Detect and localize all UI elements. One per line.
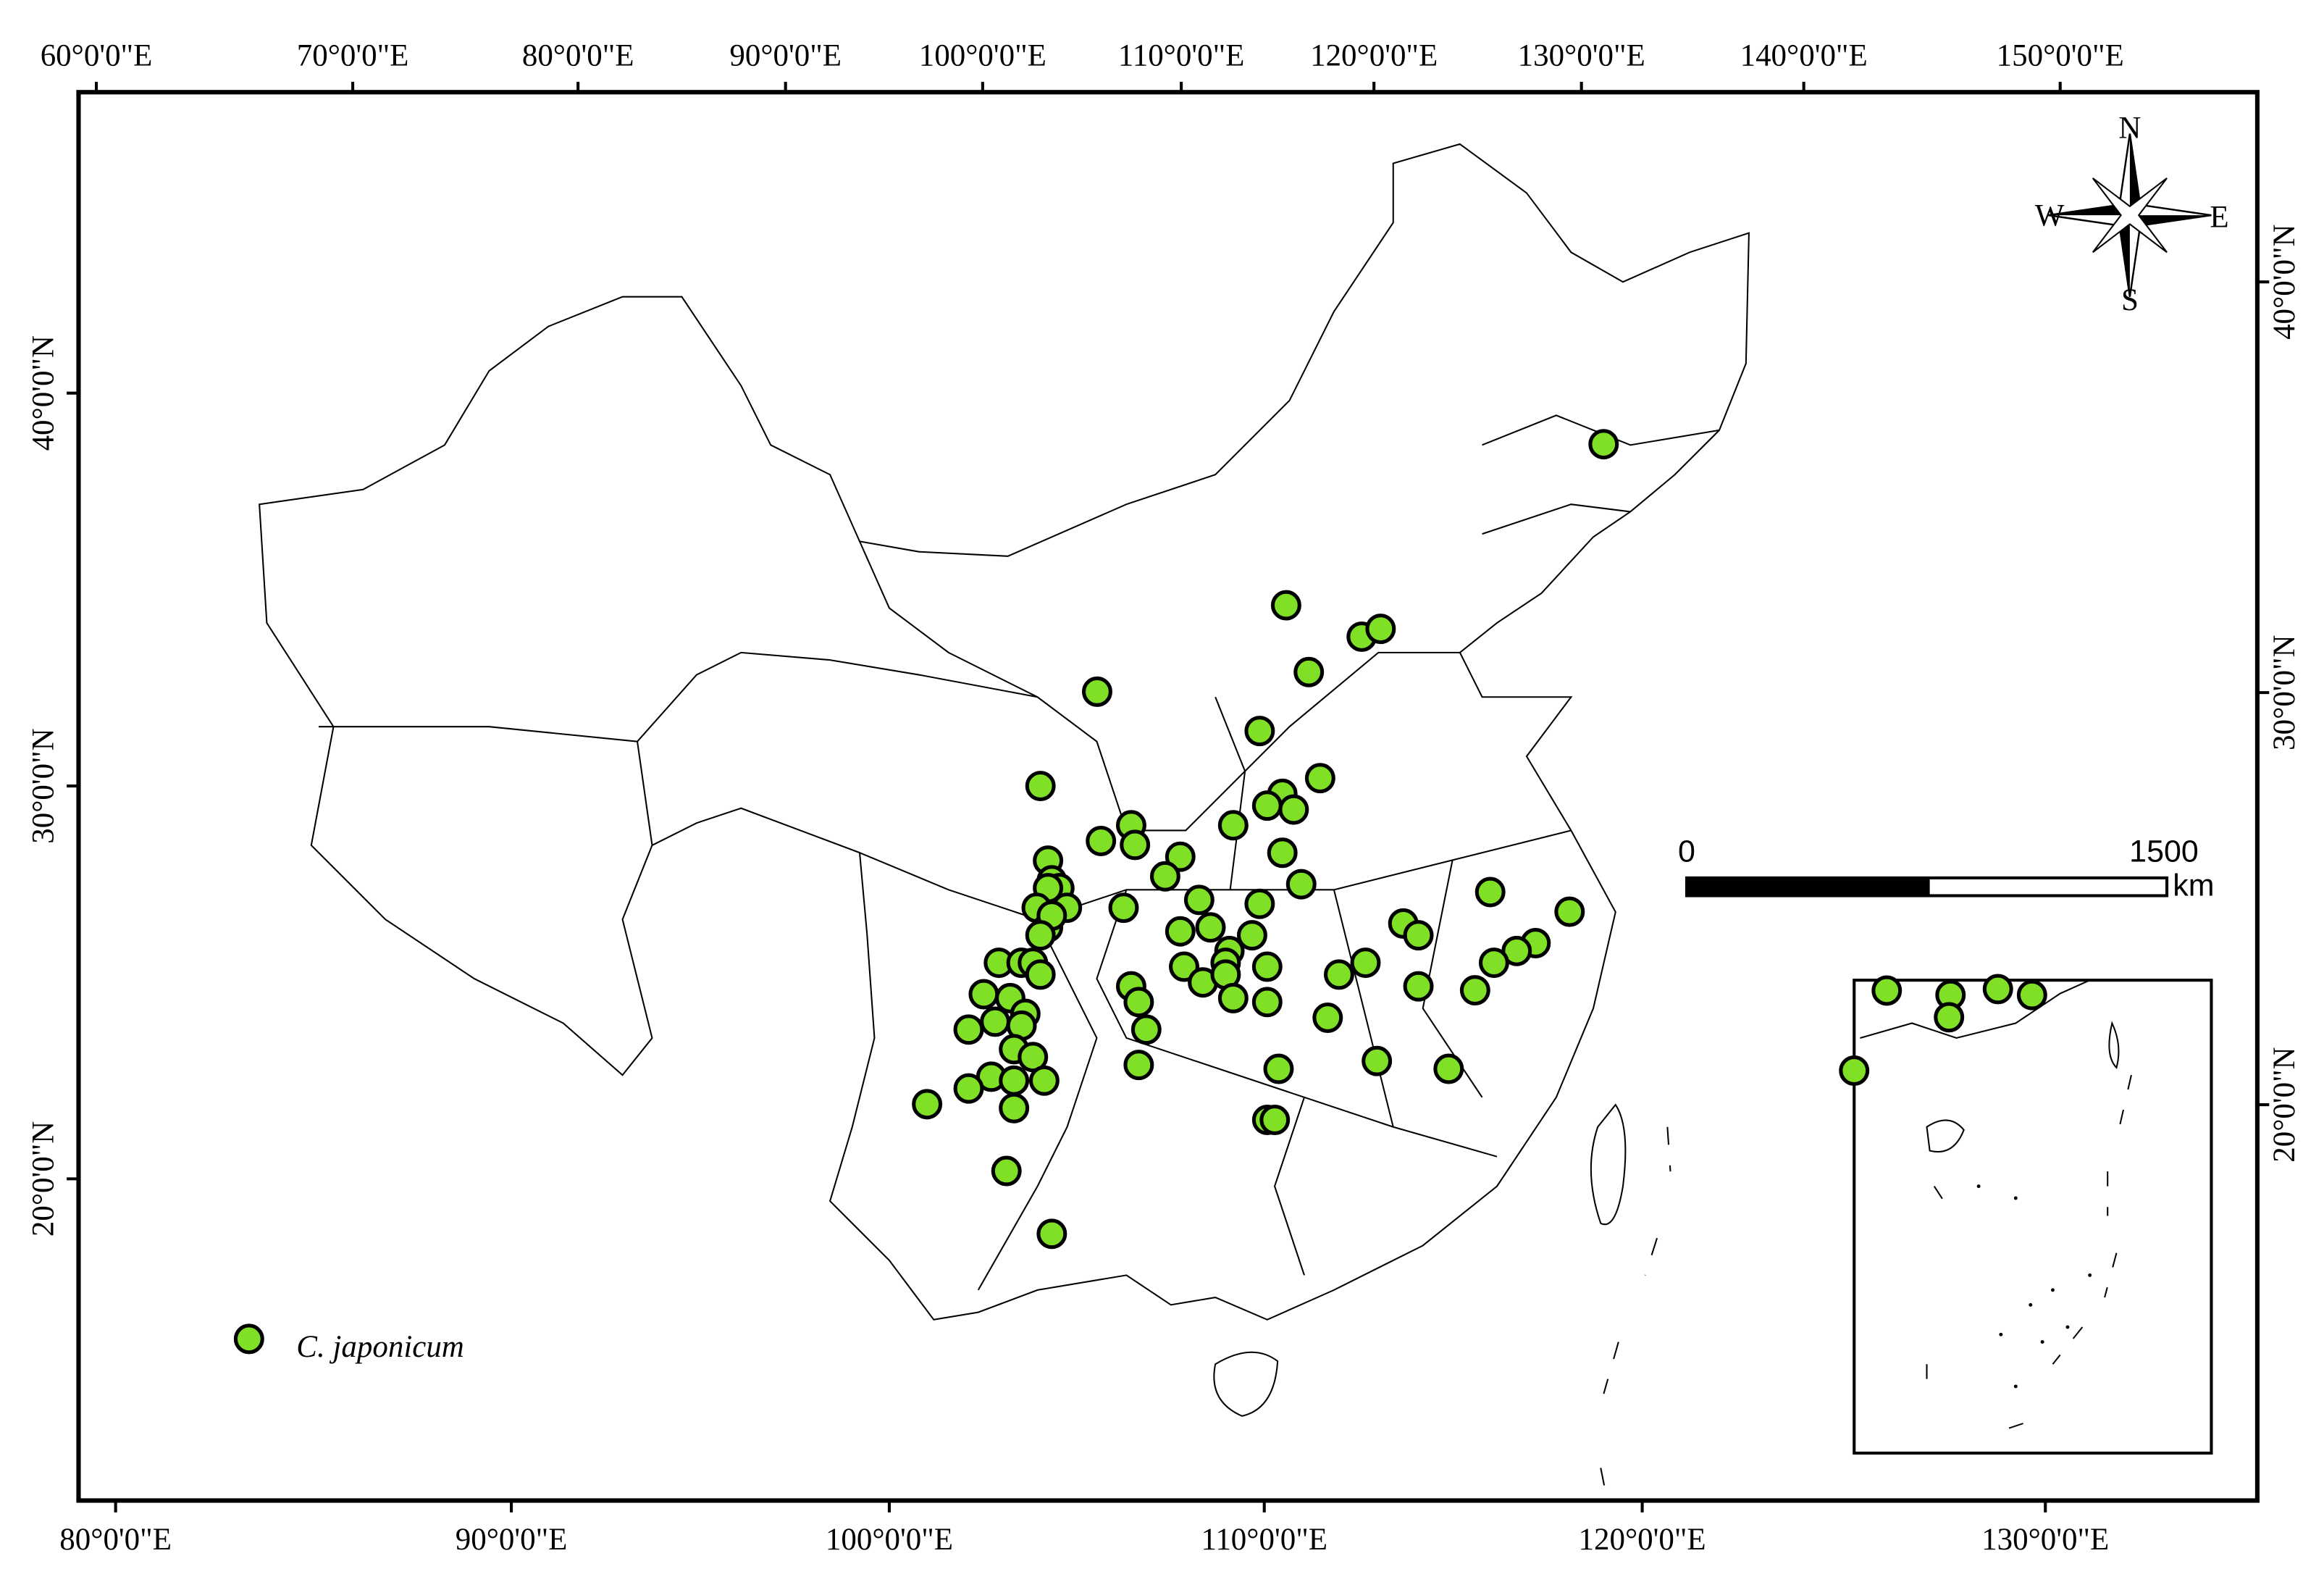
- right-tick-label: 40°0'0"N: [2268, 224, 2302, 339]
- top-tick-label: 110°0'0"E: [1118, 38, 1245, 72]
- occurrence-point: [1267, 837, 1298, 869]
- top-tick-label: 150°0'0"E: [1997, 38, 2124, 72]
- scale-unit: km: [2173, 868, 2214, 903]
- occurrence-point: [1195, 912, 1226, 943]
- occurrence-point: [1025, 959, 1056, 990]
- scale-end: 1500: [2129, 834, 2199, 869]
- occurrence-point: [1588, 429, 1619, 460]
- compass-s: S: [2121, 283, 2139, 317]
- occurrence-point: [1259, 1105, 1291, 1136]
- occurrence-point: [1183, 884, 1215, 916]
- inset: [1839, 974, 2213, 1455]
- occurrence-point: [1270, 590, 1301, 621]
- top-tick-label: 140°0'0"E: [1740, 38, 1868, 72]
- occurrence-point: [1120, 829, 1151, 861]
- occurrence-point: [1312, 1003, 1343, 1034]
- occurrence-point: [1293, 656, 1325, 687]
- occurrence-point: [1081, 676, 1112, 707]
- scale-bar: 0 1500 km: [1678, 834, 2215, 903]
- compass-rose: N E S W: [2035, 112, 2229, 317]
- occurrence-point: [999, 1065, 1030, 1096]
- occurrence-point: [1244, 716, 1275, 747]
- occurrence-point: [1403, 920, 1434, 951]
- legend-label: C. japonicum: [296, 1330, 464, 1364]
- compass-n: N: [2118, 112, 2141, 146]
- occurrence-point: [953, 1014, 984, 1045]
- right-tick-label: 30°0'0"N: [2268, 635, 2302, 750]
- china-outline: [259, 143, 1750, 1498]
- bottom-tick-label: 130°0'0"E: [1981, 1523, 2109, 1557]
- left-tick-label: 30°0'0"N: [27, 728, 61, 843]
- occurrence-point: [1459, 975, 1490, 1006]
- occurrence-point: [1278, 794, 1309, 825]
- compass-w: W: [2035, 198, 2065, 233]
- compass-e: E: [2210, 200, 2228, 234]
- scale-bar-fill: [1686, 877, 1930, 896]
- left-tick-label: 40°0'0"N: [27, 335, 61, 451]
- occurrence-point: [1123, 987, 1154, 1018]
- occurrence-point: [980, 1006, 1011, 1037]
- occurrence-point: [1217, 810, 1249, 841]
- occurrence-point: [1130, 1014, 1162, 1045]
- occurrence-point: [991, 1155, 1022, 1187]
- occurrence-point: [968, 979, 999, 1010]
- bottom-tick-label: 100°0'0"E: [826, 1523, 953, 1557]
- occurrence-point: [1165, 841, 1196, 872]
- occurrence-point: [1263, 1053, 1294, 1084]
- occurrence-point: [1554, 896, 1585, 927]
- top-tick-label: 60°0'0"E: [41, 38, 153, 72]
- occurrence-point: [1251, 951, 1283, 982]
- occurrence-point: [1165, 916, 1196, 947]
- map-frame: [76, 90, 2260, 1503]
- occurrence-point: [953, 1073, 984, 1104]
- occurrence-point: [1362, 1045, 1393, 1076]
- occurrence-point: [1169, 951, 1199, 982]
- occurrence-point: [1433, 1053, 1464, 1084]
- points: [912, 429, 1619, 1250]
- occurrence-point: [1478, 947, 1509, 979]
- bottom-tick-label: 90°0'0"E: [456, 1523, 568, 1557]
- occurrence-point: [1018, 1042, 1049, 1073]
- bottom-tick-label: 110°0'0"E: [1201, 1523, 1327, 1557]
- top-tick-label: 100°0'0"E: [919, 38, 1046, 72]
- occurrence-point: [1025, 771, 1056, 802]
- legend: C. japonicum: [233, 1323, 464, 1364]
- bottom-tick-label: 120°0'0"E: [1579, 1523, 1706, 1557]
- occurrence-point: [1217, 982, 1249, 1013]
- occurrence-point: [1285, 869, 1317, 900]
- occurrence-point: [1236, 920, 1267, 951]
- occurrence-point: [1251, 790, 1283, 821]
- occurrence-point: [1244, 888, 1275, 919]
- bottom-tick-label: 80°0'0"E: [59, 1523, 172, 1557]
- top-tick-label: 120°0'0"E: [1310, 38, 1438, 72]
- occurrence-point: [912, 1089, 943, 1120]
- inset-frame: [1853, 979, 2213, 1455]
- occurrence-point: [1323, 959, 1354, 990]
- occurrence-point: [1123, 1050, 1154, 1081]
- right-tick-label: 20°0'0"N: [2268, 1047, 2302, 1162]
- occurrence-point: [1108, 892, 1139, 924]
- legend-marker: [233, 1323, 264, 1355]
- top-tick-label: 130°0'0"E: [1518, 38, 1645, 72]
- occurrence-point: [1304, 763, 1335, 794]
- occurrence-point: [1403, 971, 1434, 1002]
- occurrence-point: [1086, 825, 1117, 856]
- occurrence-point: [999, 1092, 1030, 1124]
- occurrence-point: [1028, 1065, 1060, 1096]
- occurrence-point: [1365, 614, 1396, 645]
- occurrence-point: [1025, 920, 1056, 951]
- top-tick-label: 80°0'0"E: [522, 38, 634, 72]
- occurrence-point: [1251, 987, 1283, 1018]
- occurrence-point: [1149, 861, 1180, 892]
- scale-start: 0: [1678, 834, 1695, 869]
- occurrence-point: [1474, 876, 1506, 908]
- top-tick-label: 70°0'0"E: [297, 38, 409, 72]
- occurrence-point: [1036, 1218, 1067, 1250]
- left-tick-label: 20°0'0"N: [27, 1121, 61, 1237]
- top-tick-label: 90°0'0"E: [729, 38, 842, 72]
- occurrence-point: [1350, 947, 1381, 979]
